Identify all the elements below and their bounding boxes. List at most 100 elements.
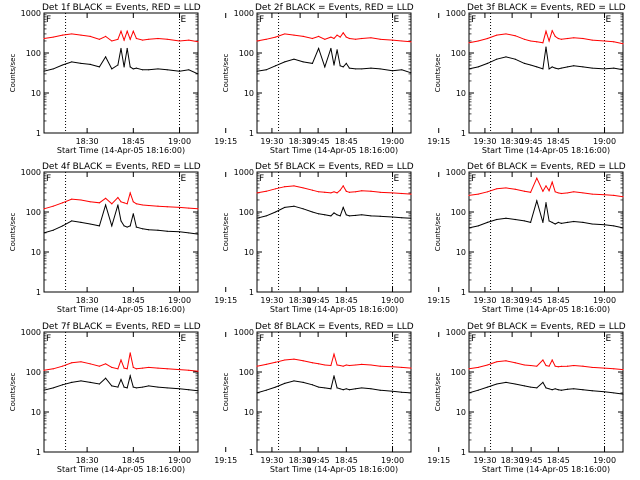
x-axis-label: Start Time (14-Apr-05 18:16:00) [482, 465, 610, 474]
data-point-events [354, 214, 357, 217]
data-point-lld [98, 365, 101, 367]
chart-panel-2: Det 2f BLACK = Events, RED = LLD10001001… [222, 3, 543, 155]
data-point-events [410, 72, 412, 74]
data-point-lld [560, 365, 563, 368]
data-point-events [354, 388, 357, 390]
data-point-events [551, 389, 553, 391]
data-point-lld [370, 37, 372, 39]
y-tick-label: 10 [31, 248, 41, 257]
y-tick-label: 1 [249, 448, 254, 457]
data-point-events [132, 386, 134, 388]
x-tick-label: 19:15 [214, 137, 237, 146]
series-line-events [468, 47, 624, 71]
data-point-events [135, 387, 137, 389]
data-point-events [61, 225, 64, 227]
data-point-events [554, 223, 556, 225]
x-tick-label: 19:30 [260, 137, 283, 146]
data-point-lld [188, 207, 190, 209]
x-tick-label: 18:45 [335, 456, 358, 465]
end-marker-label: E [181, 174, 187, 184]
data-point-lld [52, 205, 54, 207]
data-point-lld [126, 203, 128, 205]
end-marker-label: E [181, 334, 187, 344]
series-line-events [256, 46, 412, 74]
data-point-events [379, 68, 381, 70]
data-point-events [548, 388, 550, 390]
y-tick-label: 1 [461, 288, 466, 297]
data-point-events [603, 391, 606, 393]
data-point-lld [354, 191, 357, 193]
data-point-events [613, 225, 615, 227]
data-point-events [311, 62, 314, 64]
data-point-lld [188, 39, 190, 41]
data-point-events [126, 387, 128, 389]
y-tick-label: 1 [461, 448, 466, 457]
data-point-lld [536, 41, 538, 43]
data-point-events [622, 69, 624, 71]
data-point-events [188, 69, 190, 71]
data-point-lld [123, 202, 125, 204]
x-tick-label: 18:30 [76, 137, 99, 146]
data-point-lld [71, 198, 73, 200]
data-point-events [505, 56, 507, 58]
data-point-events [530, 221, 532, 223]
series-line-lld [468, 358, 624, 371]
data-point-events [123, 225, 125, 227]
data-point-events [43, 232, 45, 234]
data-point-events [548, 220, 550, 222]
y-tick-label: 100 [451, 368, 466, 377]
data-point-lld [148, 204, 150, 207]
data-point-events [370, 388, 372, 390]
data-point-events [80, 221, 82, 223]
flare-marker-label: F [259, 15, 264, 25]
x-axis-label: Start Time (14-Apr-05 18:16:00) [57, 465, 185, 474]
data-point-events [345, 214, 347, 216]
x-tick-label: 19:30 [260, 296, 283, 305]
data-point-lld [554, 35, 556, 38]
data-point-lld [582, 192, 584, 194]
y-tick-label: 100 [26, 49, 41, 58]
data-point-events [573, 65, 575, 67]
data-point-events [293, 380, 295, 382]
data-point-lld [505, 187, 507, 189]
data-point-lld [178, 206, 181, 209]
data-point-lld [256, 365, 258, 367]
data-point-events [401, 217, 403, 219]
x-tick-label: 18:30 [501, 296, 524, 305]
x-tick-label: 18:45 [122, 296, 145, 305]
x-tick-label: 18:30 [501, 137, 524, 146]
data-point-lld [98, 202, 101, 204]
plot-frame [256, 171, 412, 293]
data-point-events [324, 214, 326, 216]
data-point-lld [132, 201, 134, 203]
data-point-lld [379, 365, 381, 367]
data-point-events [582, 221, 584, 223]
data-point-events [178, 231, 181, 233]
plot-frame [256, 12, 412, 134]
data-point-events [548, 68, 550, 70]
data-point-lld [166, 368, 168, 370]
x-tick-label: 19:30 [473, 456, 496, 465]
data-point-events [302, 208, 304, 210]
data-point-lld [120, 30, 122, 32]
data-point-lld [582, 365, 584, 367]
data-point-lld [129, 352, 131, 354]
data-point-lld [80, 199, 82, 201]
data-point-lld [477, 40, 479, 42]
data-point-events [566, 221, 569, 223]
y-axis-label: Counts/sec [434, 54, 442, 93]
data-point-events [496, 58, 498, 60]
data-point-events [557, 389, 559, 391]
chart-title: Det 1f BLACK = Events, RED = LLD [42, 3, 201, 13]
data-point-events [545, 387, 547, 389]
data-point-events [98, 383, 101, 385]
data-point-lld [545, 364, 547, 367]
data-point-lld [496, 188, 498, 190]
y-tick-label: 1000 [21, 328, 41, 337]
data-point-events [117, 64, 119, 66]
data-point-events [274, 65, 277, 67]
end-marker-label: E [606, 334, 612, 344]
x-tick-label: 19:00 [168, 456, 191, 465]
data-point-lld [622, 43, 624, 45]
data-point-lld [613, 368, 615, 370]
